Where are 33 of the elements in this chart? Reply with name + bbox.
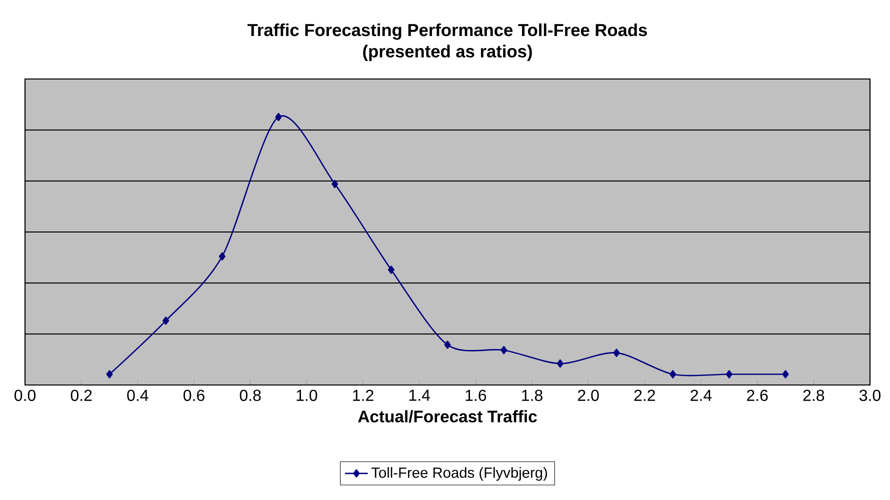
x-tick-label: 0.6 [184,390,204,402]
point [500,346,508,354]
legend-label: Toll-Free Roads (Flyvbjerg) [371,467,548,481]
x-axis-title: Actual/Forecast Traffic [358,410,537,423]
x-tick-label: 2.2 [634,390,655,401]
point [613,348,620,357]
x-tick-label: 2.8 [803,390,824,402]
point [218,252,226,260]
point [332,180,338,188]
x-tick-label: 0.0 [14,390,36,402]
chart-title: Traffic Forecasting Performance Toll-Free Roads [248,23,647,40]
x-tick-label: 2.0 [578,390,599,402]
x-tick-label: 3.0 [859,390,880,402]
point [782,370,789,378]
point [556,359,564,368]
chart-subtitle: (presented as ratios) [363,44,532,61]
x-tick-label: 2.6 [747,390,768,402]
x-tick-label: 1.2 [353,390,374,401]
x-tick-label: 0.4 [127,390,148,402]
x-tick-label: 1.4 [409,390,430,401]
x-tick-label: 1.6 [466,390,486,402]
point [106,370,113,378]
point [275,112,282,122]
point [726,370,732,378]
point [670,370,676,378]
x-tick-label: 0.2 [70,390,92,402]
x-tick-label: 0.8 [240,390,261,402]
x-tick-label: 2.4 [690,390,712,401]
x-tick-label: 1.0 [296,390,318,402]
point [388,266,394,274]
point [444,340,451,349]
x-tick-label: 1.8 [522,390,542,402]
point [162,316,170,325]
